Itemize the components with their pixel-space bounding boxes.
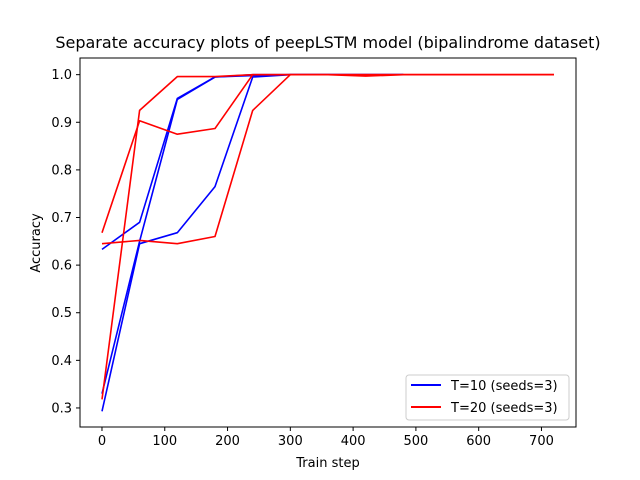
plot-area-frame xyxy=(79,57,577,428)
y-tick-label: 0.3 xyxy=(51,401,72,416)
y-tick-label: 0.6 xyxy=(51,259,72,274)
series-line-6 xyxy=(101,73,554,400)
x-tick-label: 200 xyxy=(215,434,240,449)
legend-label-t10: T=10 (seeds=3) xyxy=(450,379,558,394)
legend: T=10 (seeds=3) T=20 (seeds=3) xyxy=(405,374,570,421)
y-axis-label: Accuracy xyxy=(29,213,44,273)
y-tick-label: 0.7 xyxy=(51,211,72,226)
x-tick-label: 600 xyxy=(466,434,491,449)
y-tick-label: 0.9 xyxy=(51,116,72,131)
x-tick-label: 0 xyxy=(98,434,106,449)
chart-title: Separate accuracy plots of peepLSTM mode… xyxy=(55,33,600,52)
legend-box xyxy=(405,374,570,421)
x-tick-label: 300 xyxy=(278,434,303,449)
y-tick-label: 0.4 xyxy=(51,354,72,369)
x-tick-label: 700 xyxy=(529,434,554,449)
x-axis-ticks: 0 100 200 300 400 500 600 700 xyxy=(98,427,554,449)
x-tick-label: 100 xyxy=(152,434,177,449)
legend-label-t20: T=20 (seeds=3) xyxy=(450,401,558,416)
series-layer xyxy=(101,73,554,412)
x-tick-label: 400 xyxy=(341,434,366,449)
y-tick-label: 0.5 xyxy=(51,306,72,321)
x-tick-label: 500 xyxy=(403,434,428,449)
x-axis-label: Train step xyxy=(295,456,359,471)
y-axis-ticks: 0.3 0.4 0.5 0.6 0.7 0.8 0.9 1.0 xyxy=(51,68,80,416)
y-tick-label: 0.8 xyxy=(51,163,72,178)
y-tick-label: 1.0 xyxy=(51,68,72,83)
